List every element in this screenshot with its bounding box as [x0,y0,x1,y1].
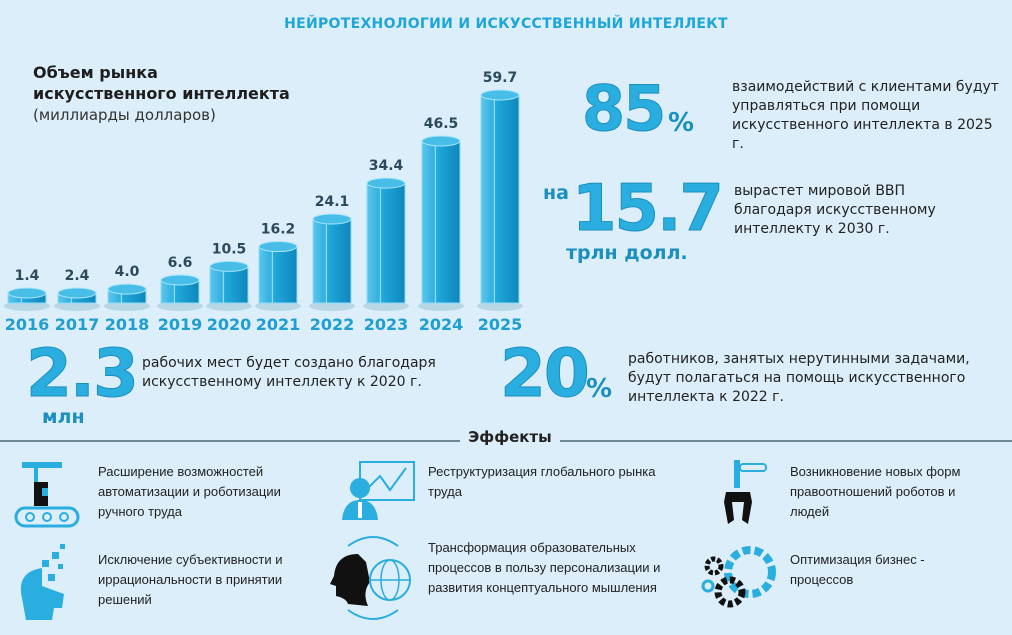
year-label: 2020 [207,315,252,334]
market-volume-chart: 1.4 2016 2.4 2017 4.0 2018 6.6 2019 10.5 2020 16.2… [4,70,523,334]
page-title: НЕЙРОТЕХНОЛОГИИ И ИСКУССТВЕННЫЙ ИНТЕЛЛЕК… [284,16,728,32]
year-label: 2025 [478,315,523,334]
bar-2020 [209,265,249,304]
year-label: 2016 [5,315,50,334]
stat-gdp-prefix: на [543,182,569,204]
effects-heading: Эффекты [460,428,560,446]
bar-cap [7,287,47,299]
stat-jobs-value: 2.3 [26,335,140,413]
value-label: 4.0 [115,264,140,280]
chart-title: Объем рынка искусственного интеллекта [33,63,290,103]
stat-gdp-text: вырастет мировой ВВП благодаря искусстве… [734,183,936,237]
bar-2024 [421,140,461,304]
stat-85-suffix: % [668,108,695,138]
year-label: 2021 [256,315,301,334]
stat-workers-text: работников, занятых нерутинными задачами… [628,351,970,405]
robot-claw-icon [724,460,767,524]
value-label: 6.6 [168,255,193,271]
value-label: 10.5 [212,241,247,257]
year-label: 2017 [55,315,100,334]
effect-subjectivity: Исключение субъективности и иррациональн… [98,552,283,607]
presenter-chart-icon [342,461,415,520]
stat-jobs-text: рабочих мест будет создано благодаря иск… [142,355,436,390]
bar-cap [57,287,97,299]
value-label: 16.2 [261,222,296,238]
effect-automation: Расширение возможностей автоматизации и … [98,464,281,519]
bar-cap [312,213,352,225]
bar-2025 [480,94,520,304]
value-label: 24.1 [315,194,350,210]
stat-gdp-value: 15.7 [572,172,725,247]
stat-workers-value: 20 [500,335,591,413]
value-label: 46.5 [424,116,459,132]
bar-cap [209,260,249,272]
year-label: 2024 [419,315,464,334]
stat-85-text: взаимодействий с клиентами будут управля… [732,79,999,152]
bar-2023 [366,182,406,304]
bar-cap [480,89,520,101]
year-label: 2019 [158,315,203,334]
effect-business-processes: Оптимизация бизнес - процессов [790,552,925,587]
value-label: 59.7 [483,70,518,86]
robot-conveyor-icon [14,462,80,528]
bar-cap [366,177,406,189]
year-label: 2022 [310,315,355,334]
stat-jobs-suffix: млн [42,406,85,428]
value-label: 1.4 [15,268,40,284]
digital-head-icon [20,544,65,620]
effect-legal-relations: Возникновение новых форм правоотношений … [790,464,961,519]
gears-icon [701,546,776,608]
bar-cap [258,241,298,253]
year-label: 2023 [364,315,409,334]
head-globe-icon [330,536,411,620]
bar-cap [421,135,461,147]
bar-shadow [418,301,464,311]
effect-labor-market: Реструктуризация глобального рынка труда [428,464,656,499]
value-label: 34.4 [369,158,404,174]
chart-subtitle: (миллиарды долларов) [33,106,216,124]
bar-2022 [312,218,352,304]
bar-2021 [258,246,298,304]
bar-cap [160,274,200,286]
value-label: 2.4 [65,268,90,284]
stat-gdp-suffix: трлн долл. [566,242,688,264]
bar-cap [107,283,147,295]
year-label: 2018 [105,315,150,334]
stat-workers-suffix: % [586,374,613,404]
stat-85-value: 85 [581,72,666,146]
effect-education: Трансформация образовательных процессов … [428,540,661,595]
